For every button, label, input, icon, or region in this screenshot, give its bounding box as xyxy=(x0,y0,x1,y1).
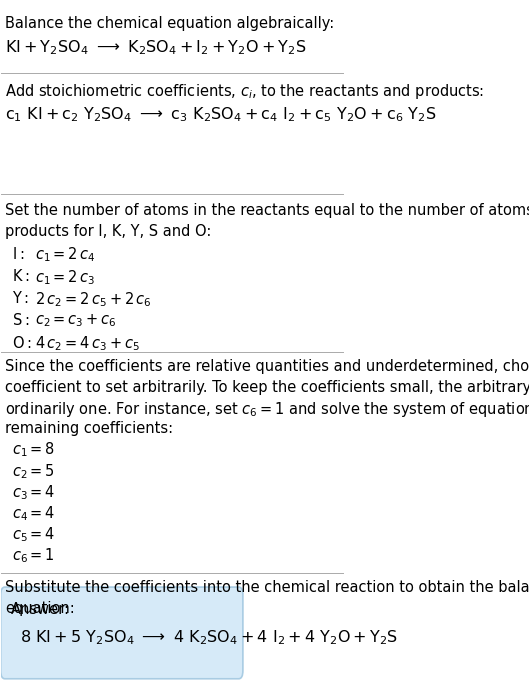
Text: $\mathrm{K:}$: $\mathrm{K:}$ xyxy=(12,268,29,284)
Text: $\mathrm{c_1 \ KI + c_2 \ Y_2SO_4 \ \longrightarrow \ c_3 \ K_2SO_4 + c_4 \ I_2 : $\mathrm{c_1 \ KI + c_2 \ Y_2SO_4 \ \lon… xyxy=(5,105,436,124)
Text: $c_6 = 1$: $c_6 = 1$ xyxy=(12,547,54,565)
Text: Set the number of atoms in the reactants equal to the number of atoms in the: Set the number of atoms in the reactants… xyxy=(5,203,529,218)
Text: products for I, K, Y, S and O:: products for I, K, Y, S and O: xyxy=(5,224,211,239)
Text: $c_3 = 4$: $c_3 = 4$ xyxy=(12,483,55,502)
Text: $c_2 = c_3 + c_6$: $c_2 = c_3 + c_6$ xyxy=(35,313,117,329)
Text: $\mathrm{S:}$: $\mathrm{S:}$ xyxy=(12,313,29,328)
Text: $c_1 = 2\,c_4$: $c_1 = 2\,c_4$ xyxy=(35,246,95,264)
Text: $c_5 = 4$: $c_5 = 4$ xyxy=(12,526,55,544)
Text: Add stoichiometric coefficients, $c_i$, to the reactants and products:: Add stoichiometric coefficients, $c_i$, … xyxy=(5,82,484,101)
Text: coefficient to set arbitrarily. To keep the coefficients small, the arbitrary va: coefficient to set arbitrarily. To keep … xyxy=(5,380,529,395)
Text: $\mathrm{I:}$: $\mathrm{I:}$ xyxy=(12,246,24,262)
Text: remaining coefficients:: remaining coefficients: xyxy=(5,421,173,436)
Text: $\mathrm{8 \ KI + 5 \ Y_2SO_4 \ \longrightarrow \ 4 \ K_2SO_4 + 4 \ I_2 + 4 \ Y_: $\mathrm{8 \ KI + 5 \ Y_2SO_4 \ \longrig… xyxy=(20,628,398,647)
Text: Since the coefficients are relative quantities and underdetermined, choose a: Since the coefficients are relative quan… xyxy=(5,359,529,374)
Text: ordinarily one. For instance, set $c_6 = 1$ and solve the system of equations fo: ordinarily one. For instance, set $c_6 =… xyxy=(5,401,529,419)
Text: Answer:: Answer: xyxy=(11,602,70,617)
Text: Balance the chemical equation algebraically:: Balance the chemical equation algebraica… xyxy=(5,16,334,32)
FancyBboxPatch shape xyxy=(1,587,243,679)
Text: $c_4 = 4$: $c_4 = 4$ xyxy=(12,504,55,523)
Text: $4\,c_2 = 4\,c_3 + c_5$: $4\,c_2 = 4\,c_3 + c_5$ xyxy=(35,335,140,353)
Text: $c_1 = 8$: $c_1 = 8$ xyxy=(12,440,55,460)
Text: $2\,c_2 = 2\,c_5 + 2\,c_6$: $2\,c_2 = 2\,c_5 + 2\,c_6$ xyxy=(35,290,152,309)
Text: $\mathrm{O:}$: $\mathrm{O:}$ xyxy=(12,335,31,350)
Text: Substitute the coefficients into the chemical reaction to obtain the balanced: Substitute the coefficients into the che… xyxy=(5,581,529,595)
Text: $\mathrm{Y:}$: $\mathrm{Y:}$ xyxy=(12,290,29,306)
Text: $c_2 = 5$: $c_2 = 5$ xyxy=(12,462,54,481)
Text: $c_1 = 2\,c_3$: $c_1 = 2\,c_3$ xyxy=(35,268,95,286)
Text: equation:: equation: xyxy=(5,600,75,616)
Text: $\mathrm{KI + Y_2SO_4 \ \longrightarrow \ K_2SO_4 + I_2 + Y_2O + Y_2S}$: $\mathrm{KI + Y_2SO_4 \ \longrightarrow … xyxy=(5,38,306,57)
